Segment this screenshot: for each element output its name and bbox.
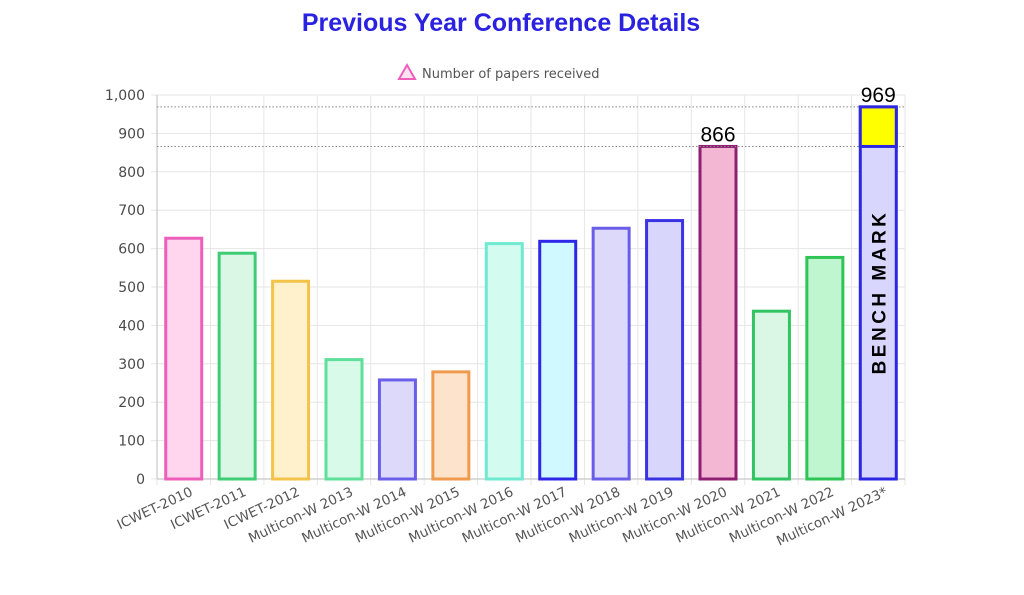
annotations: 866 969 BENCH MARK [157,84,905,375]
y-tick-label: 500 [118,280,145,296]
y-axis-ticks: 0 100 200 300 400 500 600 700 800 900 1,000 [105,88,145,488]
bar [431,370,471,481]
legend-label: Number of papers received [422,67,600,82]
bar [805,255,845,481]
y-tick-label: 800 [118,165,145,181]
bar [591,226,631,481]
chart-title: Previous Year Conference Details [302,9,700,37]
bar [645,219,685,481]
bars [164,105,898,481]
bar [698,144,738,481]
y-tick-label: 300 [118,357,145,373]
x-axis-ticks: ICWET-2010ICWET-2011ICWET-2012Multicon-W… [115,484,890,549]
bench-mark-label: BENCH MARK [869,210,890,375]
y-tick-label: 0 [136,472,145,488]
value-label: 866 [700,123,735,146]
y-tick-label: 1,000 [105,88,145,104]
grid-lines [151,94,906,485]
bar [217,251,257,481]
bar [484,242,524,481]
y-tick-label: 200 [118,395,145,411]
bar [324,358,364,481]
y-tick-label: 700 [118,203,145,219]
benchmark-highlight [858,105,898,148]
value-label: 969 [861,84,896,107]
bar [538,239,578,481]
y-tick-label: 600 [118,242,145,258]
y-tick-label: 400 [118,318,145,334]
y-tick-label: 900 [118,126,145,142]
bar [751,309,791,481]
bar [271,279,311,481]
bar [377,378,417,481]
legend-triangle-icon [397,62,417,80]
bar [164,236,204,481]
legend[interactable]: Number of papers received [397,62,600,82]
y-tick-label: 100 [118,434,145,450]
